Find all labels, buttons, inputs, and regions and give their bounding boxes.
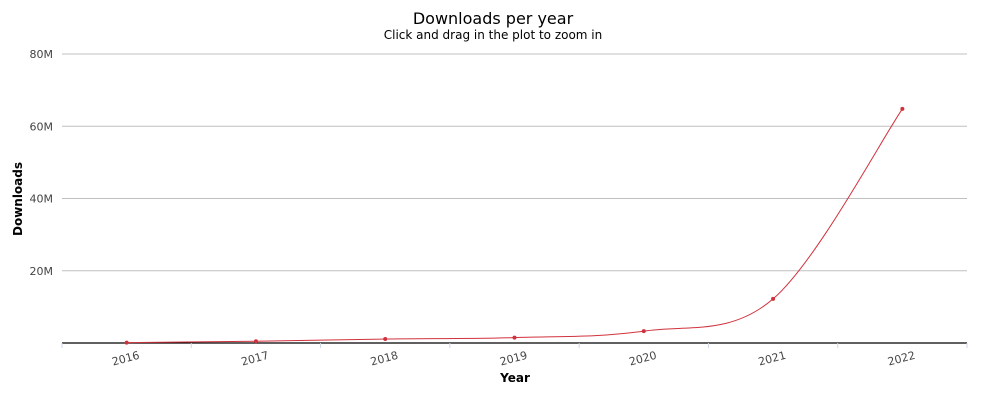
y-tick-label: 40M xyxy=(30,193,54,206)
x-tick-label: 2019 xyxy=(498,349,528,369)
x-tick-label: 2018 xyxy=(369,349,399,369)
x-axis-label: Year xyxy=(499,371,530,385)
x-tick-label: 2020 xyxy=(628,349,658,369)
series-line xyxy=(126,108,903,344)
y-tick-label: 80M xyxy=(30,48,54,61)
data-point xyxy=(124,340,129,345)
x-tick-label: 2022 xyxy=(886,349,916,369)
data-point xyxy=(641,329,646,334)
y-axis-label: Downloads xyxy=(11,162,25,236)
chart-title: Downloads per year xyxy=(413,9,574,28)
y-tick-label: 60M xyxy=(30,120,54,133)
data-point xyxy=(253,339,258,344)
chart-subtitle: Click and drag in the plot to zoom in xyxy=(384,28,603,42)
x-tick-label: 2021 xyxy=(757,349,787,369)
data-point xyxy=(512,335,517,340)
data-point xyxy=(383,337,388,342)
x-tick-label: 2017 xyxy=(240,349,270,369)
y-tick-label: 20M xyxy=(30,265,54,278)
x-tick-label: 2016 xyxy=(111,349,141,369)
data-point xyxy=(900,106,905,111)
data-point xyxy=(771,296,776,301)
